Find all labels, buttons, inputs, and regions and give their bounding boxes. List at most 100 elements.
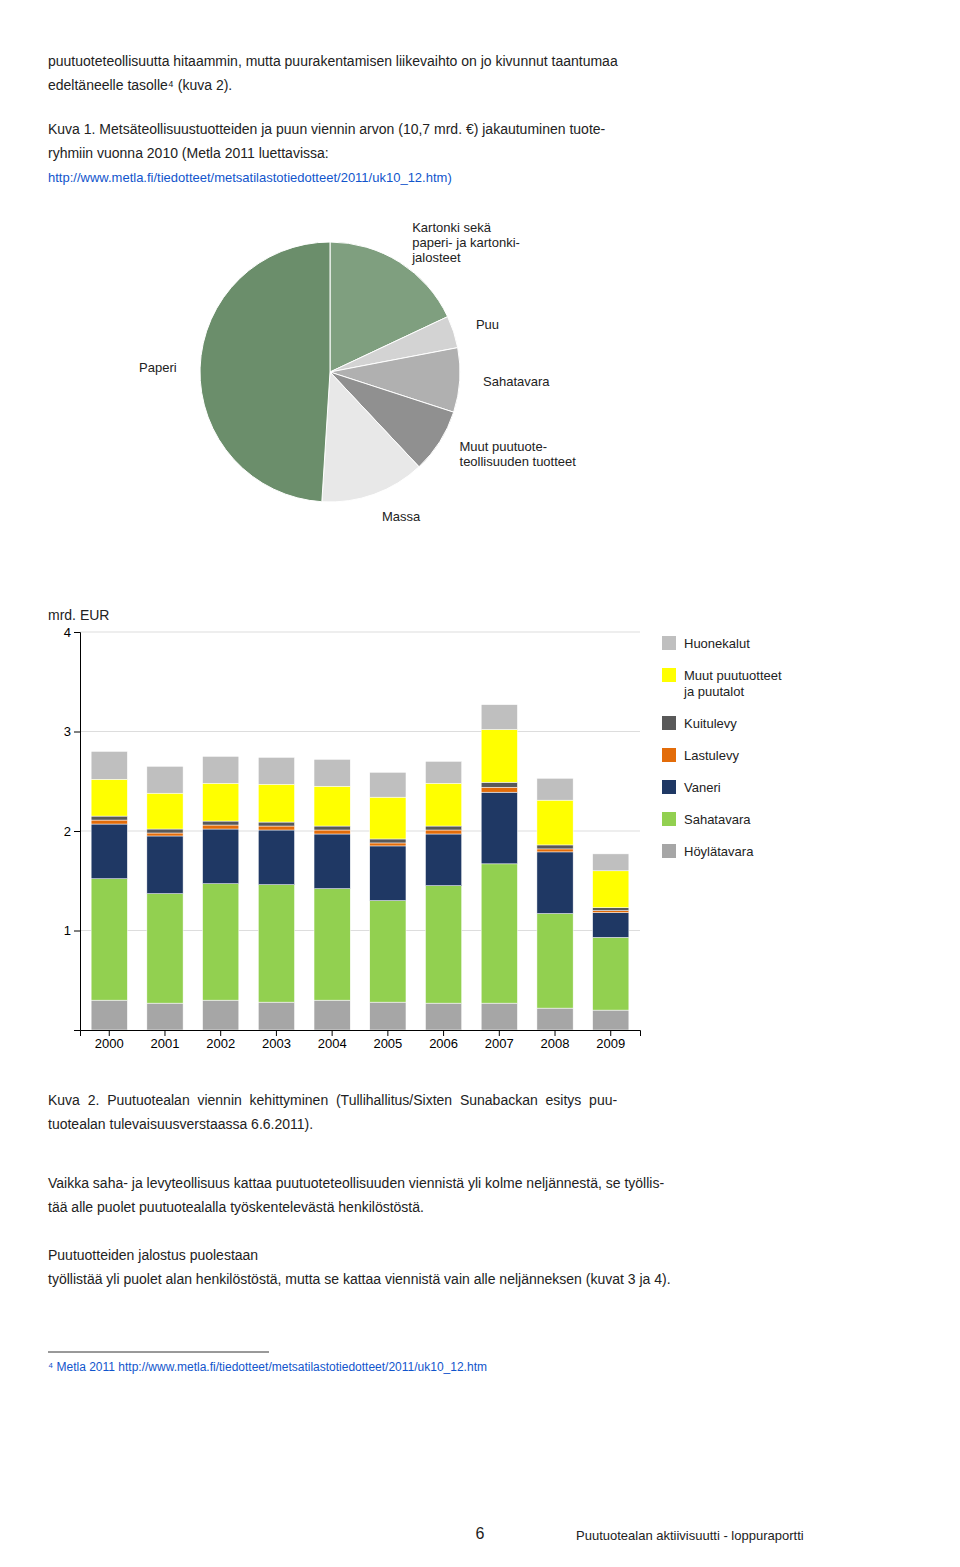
legend-swatch: [662, 780, 676, 794]
text-line: Muut puutuotteet: [684, 668, 782, 683]
bar-series: [91, 730, 629, 908]
page-text: tuotealan tulevaisuusverstaassa 6.6.2011…: [48, 1116, 313, 1132]
legend-item: Muut puutuotteetja puutalot: [662, 668, 782, 699]
legend-item: Höylätavara: [662, 844, 754, 859]
bar-segment: [481, 1003, 517, 1030]
legend-item: Lastulevy: [662, 748, 739, 763]
bar-segment: [258, 784, 294, 822]
pie-label: Muut puutuote-teollisuuden tuotteet: [460, 439, 577, 469]
text-line: Sahatavara: [684, 812, 751, 827]
y-tick-label: 3: [64, 724, 71, 739]
bar-segment: [314, 786, 350, 826]
x-tick-label: 2004: [318, 1036, 347, 1051]
bar-segment: [537, 852, 573, 914]
pie-label: Puu: [476, 317, 499, 332]
y-axis-title: mrd. EUR: [48, 607, 109, 623]
bar-segment: [258, 885, 294, 1002]
bar-segment: [203, 825, 239, 829]
bar-segment: [370, 846, 406, 901]
bar-segment: [258, 826, 294, 830]
y-axis: 1234: [64, 625, 81, 1031]
y-tick-mark: [74, 931, 80, 932]
bar-segment: [203, 756, 239, 783]
bar-segment: [147, 894, 183, 1003]
bar-series: [91, 787, 629, 912]
pie-label: Sahatavara: [483, 374, 550, 389]
page-text: Kuva 2. Puutuotealan viennin kehittymine…: [48, 1092, 617, 1108]
bar-series: [91, 792, 629, 937]
page-text: Vaikka saha- ja levyteollisuus kattaa pu…: [48, 1175, 664, 1191]
text-line: Massa: [382, 509, 421, 524]
footnote-separator: [48, 1352, 269, 1353]
text-line: Kuitulevy: [684, 716, 737, 731]
bar-segment: [258, 757, 294, 784]
y-tick-label: 4: [64, 625, 71, 640]
y-tick: 2: [64, 824, 80, 839]
bar-segment: [147, 836, 183, 894]
text-line: Sahatavara: [483, 374, 550, 389]
bar-segment: [481, 705, 517, 730]
legend-label: Vaneri: [684, 780, 721, 795]
legend-swatch: [662, 668, 676, 682]
bar-segment: [203, 829, 239, 884]
bar-segment: [425, 826, 461, 830]
pie-label: Kartonki sekäpaperi- ja kartonki-jaloste…: [411, 220, 520, 265]
x-tick-mark: [499, 1030, 500, 1036]
bar-segment: [425, 1003, 461, 1030]
pie-slice: [200, 242, 330, 502]
bar-segment: [425, 830, 461, 834]
bar-segment: [203, 884, 239, 1000]
y-tick-mark: [74, 732, 80, 733]
x-axis: 2000200120022003200420052006200720082009: [81, 1030, 641, 1051]
bar-segment: [91, 1000, 127, 1030]
grid-line: [80, 731, 640, 732]
text-line: Höylätavara: [684, 844, 754, 859]
x-tick-mark: [220, 1030, 221, 1036]
legend-item: Sahatavara: [662, 812, 751, 827]
x-tick-label: 2009: [596, 1036, 625, 1051]
x-tick-label: 2008: [541, 1036, 570, 1051]
bar-segment: [425, 761, 461, 783]
bar-segment: [425, 834, 461, 886]
bar-segment: [147, 829, 183, 833]
legend-label: Lastulevy: [684, 748, 739, 763]
page-text: tää alle puolet puutuotealalla työskente…: [48, 1199, 424, 1215]
pie-label: Massa: [382, 509, 421, 524]
legend-item: Kuitulevy: [662, 716, 737, 731]
x-tick-mark: [164, 1030, 165, 1036]
bar-segment: [91, 779, 127, 816]
page: puutuoteteollisuutta hitaammin, mutta pu…: [0, 0, 960, 1567]
page-text: Puutuotealan aktiivisuutti - loppuraport…: [576, 1528, 804, 1543]
x-axis-line: [81, 1031, 641, 1037]
bar-segment: [593, 913, 629, 938]
pie-chart: Kartonki sekäpaperi- ja kartonki-jaloste…: [139, 220, 576, 524]
text-line: Paperi: [139, 360, 177, 375]
bar-segment: [258, 1002, 294, 1030]
page-text: http://www.metla.fi/tiedotteet/metsatila…: [48, 170, 452, 185]
bar-segment: [314, 830, 350, 834]
text-line: teollisuuden tuotteet: [460, 454, 577, 469]
text-line: ja puutalot: [683, 684, 744, 699]
bar-segment: [203, 1000, 239, 1030]
bar-segment: [481, 864, 517, 1003]
pie-label: Paperi: [139, 360, 177, 375]
page-texts: puutuoteteollisuutta hitaammin, mutta pu…: [48, 53, 804, 1542]
bar-segment: [203, 821, 239, 825]
bar-segment: [147, 793, 183, 829]
bar-segment: [425, 783, 461, 826]
bar-segment: [203, 783, 239, 821]
y-tick-label: 2: [64, 824, 71, 839]
text-line: Lastulevy: [684, 748, 739, 763]
x-tick-mark: [109, 1030, 110, 1036]
legend-label: Kuitulevy: [684, 716, 737, 731]
page-text: 6: [476, 1525, 485, 1542]
bar-segment: [593, 871, 629, 908]
text-line: paperi- ja kartonki-: [412, 235, 520, 250]
x-tick: 2001: [151, 1030, 180, 1051]
bar-segment: [481, 792, 517, 864]
x-tick-label: 2005: [373, 1036, 402, 1051]
grid-line: [80, 632, 640, 633]
bar-segment: [370, 1002, 406, 1030]
x-tick: 2006: [429, 1030, 458, 1051]
bar-segment: [370, 772, 406, 797]
